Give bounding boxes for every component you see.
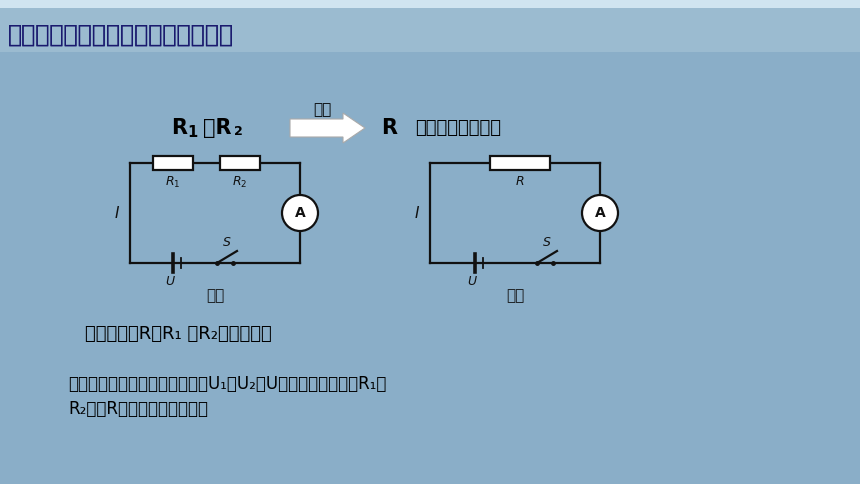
Text: $S$: $S$ <box>222 236 231 249</box>
Text: A: A <box>594 206 605 220</box>
Text: 甲图: 甲图 <box>206 288 224 303</box>
Bar <box>490 156 550 170</box>
Text: 等效: 等效 <box>313 103 331 118</box>
Polygon shape <box>290 113 365 143</box>
Text: 乙图: 乙图 <box>506 288 524 303</box>
Bar <box>220 156 260 170</box>
Text: $I$: $I$ <box>114 205 120 221</box>
Circle shape <box>282 195 318 231</box>
Bar <box>0 0 860 8</box>
Bar <box>153 156 193 170</box>
Text: 你能推导出R与R₁ 、R₂的关系吗？: 你能推导出R与R₁ 、R₂的关系吗？ <box>85 325 272 343</box>
Bar <box>0 8 860 52</box>
Text: $R_2$: $R_2$ <box>232 175 248 190</box>
Text: 探究串联电路总电阻与分电阻的关系: 探究串联电路总电阻与分电阻的关系 <box>8 23 234 47</box>
Text: $U$: $U$ <box>164 275 175 288</box>
Text: A: A <box>295 206 305 220</box>
Text: $\mathbf{_2}$: $\mathbf{_2}$ <box>233 120 243 138</box>
Text: 和R: 和R <box>203 118 231 138</box>
Text: $S$: $S$ <box>543 236 552 249</box>
Circle shape <box>582 195 618 231</box>
Text: $I$: $I$ <box>414 205 420 221</box>
Text: $U$: $U$ <box>466 275 477 288</box>
Text: $R$: $R$ <box>515 175 525 188</box>
Text: R₂、和R的表达式进行证明）: R₂、和R的表达式进行证明） <box>68 400 208 418</box>
Text: 探究串联电路总电阻与分电阻的关系: 探究串联电路总电阻与分电阻的关系 <box>8 23 234 47</box>
Text: $\mathbf{R_1}$: $\mathbf{R_1}$ <box>171 116 199 140</box>
Text: （提示：利用欧姆定律分别写出U₁、U₂和U的表达式，或写出R₁、: （提示：利用欧姆定律分别写出U₁、U₂和U的表达式，或写出R₁、 <box>68 375 386 393</box>
Text: $R_1$: $R_1$ <box>165 175 181 190</box>
Text: 等效电阻或总电阻: 等效电阻或总电阻 <box>415 119 501 137</box>
Text: $\mathbf{R}$: $\mathbf{R}$ <box>381 118 399 138</box>
